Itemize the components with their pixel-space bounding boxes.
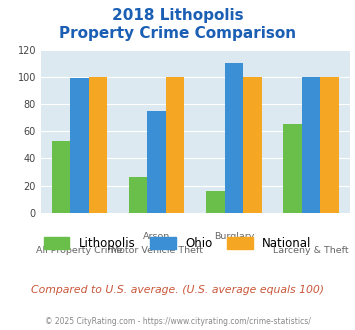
Bar <box>166 77 185 213</box>
Text: All Property Crime: All Property Crime <box>36 246 123 255</box>
Text: Burglary: Burglary <box>214 232 254 241</box>
Legend: Lithopolis, Ohio, National: Lithopolis, Ohio, National <box>39 232 316 255</box>
Bar <box>51 141 70 213</box>
Bar <box>89 77 107 213</box>
Text: Larceny & Theft: Larceny & Theft <box>273 246 349 255</box>
Bar <box>147 111 166 213</box>
Bar <box>283 124 302 213</box>
Bar <box>302 77 320 213</box>
Text: Property Crime Comparison: Property Crime Comparison <box>59 26 296 41</box>
Text: Motor Vehicle Theft: Motor Vehicle Theft <box>111 246 203 255</box>
Bar <box>243 77 262 213</box>
Text: Compared to U.S. average. (U.S. average equals 100): Compared to U.S. average. (U.S. average … <box>31 285 324 295</box>
Bar <box>70 78 89 213</box>
Bar <box>320 77 339 213</box>
Text: © 2025 CityRating.com - https://www.cityrating.com/crime-statistics/: © 2025 CityRating.com - https://www.city… <box>45 317 310 326</box>
Bar <box>206 191 225 213</box>
Text: Arson: Arson <box>143 232 170 241</box>
Text: 2018 Lithopolis: 2018 Lithopolis <box>112 8 243 23</box>
Bar <box>225 63 243 213</box>
Bar <box>129 178 147 213</box>
